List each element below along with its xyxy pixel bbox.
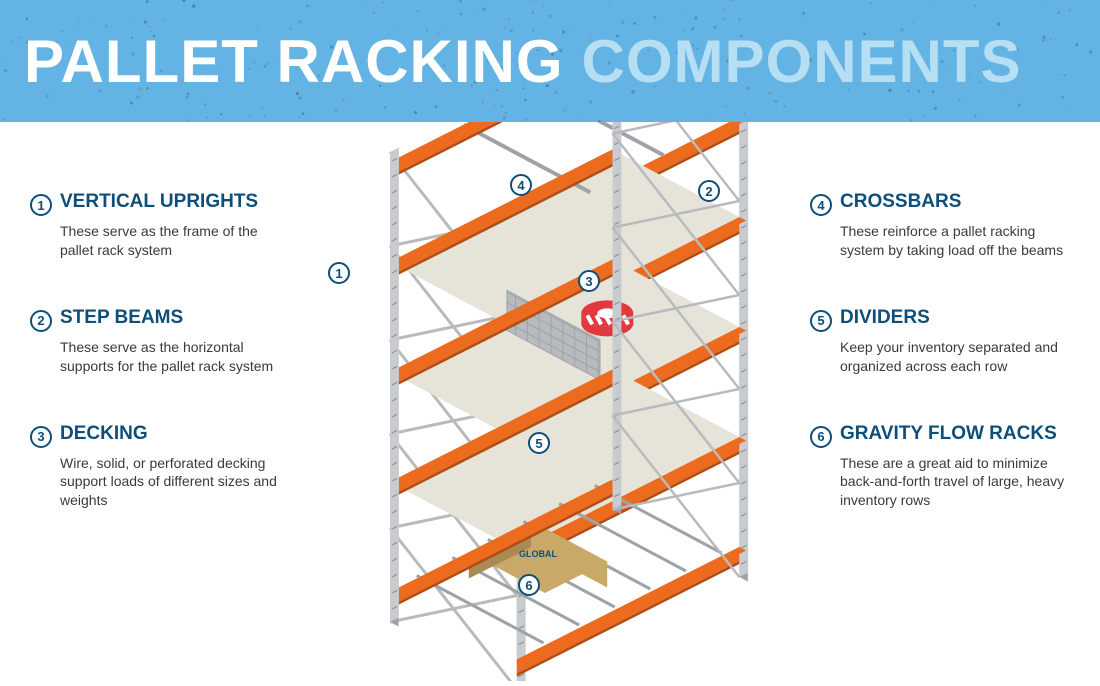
diagram-callout: 5: [528, 432, 550, 454]
component-item: 5 DIVIDERS Keep your inventory separated…: [810, 308, 1070, 376]
banner-title: PALLET RACKING COMPONENTS: [24, 27, 1022, 96]
item-title: DIVIDERS: [840, 308, 930, 328]
title-banner: PALLET RACKING COMPONENTS: [0, 0, 1100, 122]
item-description: These serve as the horizontal supports f…: [60, 338, 290, 376]
item-title: DECKING: [60, 424, 148, 444]
item-description: These serve as the frame of the pallet r…: [60, 222, 290, 260]
diagram-callout: 3: [578, 270, 600, 292]
content-area: 1 VERTICAL UPRIGHTS These serve as the f…: [0, 122, 1100, 681]
item-title: VERTICAL UPRIGHTS: [60, 192, 258, 212]
number-badge: 1: [30, 194, 52, 216]
item-title: STEP BEAMS: [60, 308, 183, 328]
number-badge: 4: [810, 194, 832, 216]
diagram-callout: 1: [328, 262, 350, 284]
item-description: Wire, solid, or perforated decking suppo…: [60, 454, 290, 511]
component-item: 4 CROSSBARS These reinforce a pallet rac…: [810, 192, 1070, 260]
component-item: 3 DECKING Wire, solid, or perforated dec…: [30, 424, 290, 511]
number-badge: 5: [810, 310, 832, 332]
diagram-callout: 6: [518, 574, 540, 596]
item-description: These are a great aid to minimize back-a…: [840, 454, 1070, 511]
diagram-callout: 2: [698, 180, 720, 202]
item-title: CROSSBARS: [840, 192, 961, 212]
right-column: 4 CROSSBARS These reinforce a pallet rac…: [810, 192, 1070, 558]
item-description: Keep your inventory separated and organi…: [840, 338, 1070, 376]
component-item: 6 GRAVITY FLOW RACKS These are a great a…: [810, 424, 1070, 511]
component-item: 1 VERTICAL UPRIGHTS These serve as the f…: [30, 192, 290, 260]
item-description: These reinforce a pallet racking system …: [840, 222, 1070, 260]
diagram-callout: 4: [510, 174, 532, 196]
number-badge: 2: [30, 310, 52, 332]
svg-text:GLOBAL: GLOBAL: [519, 549, 557, 559]
number-badge: 6: [810, 426, 832, 448]
number-badge: 3: [30, 426, 52, 448]
component-item: 2 STEP BEAMS These serve as the horizont…: [30, 308, 290, 376]
left-column: 1 VERTICAL UPRIGHTS These serve as the f…: [30, 192, 290, 558]
rack-svg: GLOBAL: [300, 122, 800, 681]
banner-title-part2: COMPONENTS: [582, 28, 1022, 95]
item-title: GRAVITY FLOW RACKS: [840, 424, 1057, 444]
rack-diagram: GLOBAL 1 2 3 4 5 6: [300, 122, 800, 681]
banner-title-part1: PALLET RACKING: [24, 28, 564, 95]
